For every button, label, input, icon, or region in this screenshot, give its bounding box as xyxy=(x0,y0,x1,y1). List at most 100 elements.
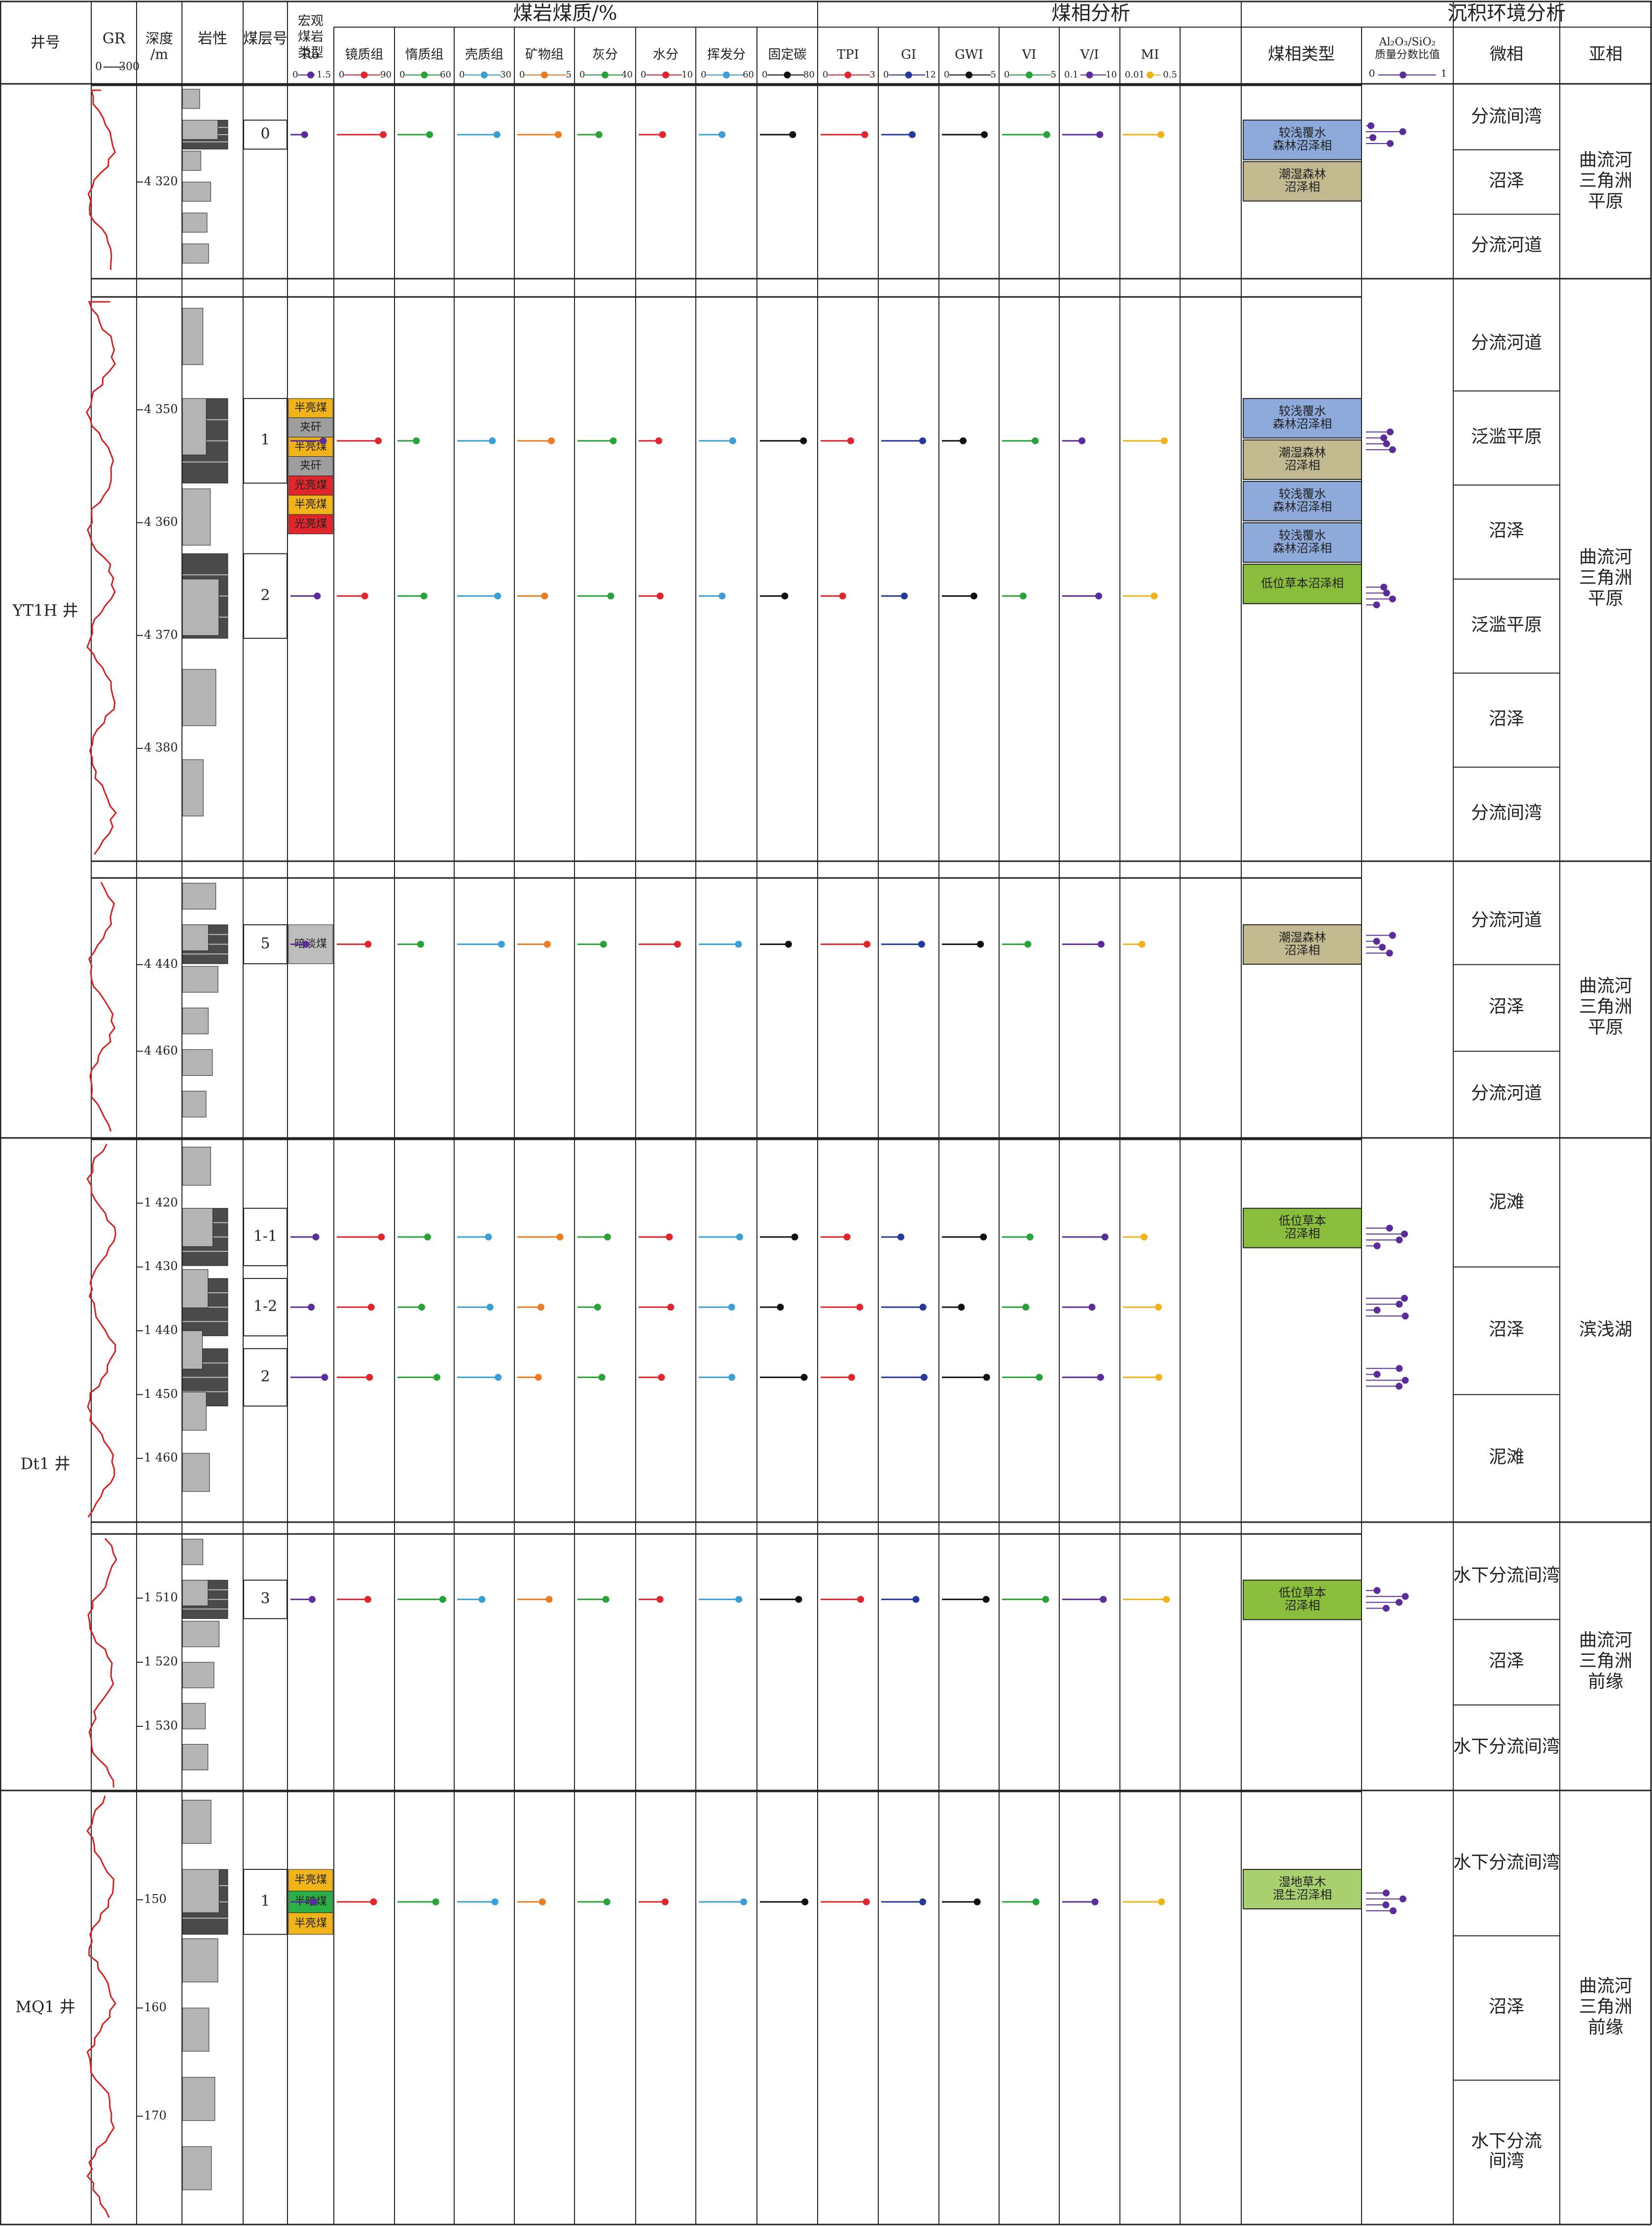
param-value-point xyxy=(495,1374,502,1381)
param-value-point xyxy=(1078,437,1086,444)
facies-box xyxy=(1243,1869,1362,1910)
sub-facies-label: 曲流河 xyxy=(1579,150,1632,170)
header-group-quality: 煤岩煤质/% xyxy=(513,2,617,25)
sub-facies-label: 三角洲 xyxy=(1579,171,1632,191)
facies-box xyxy=(1243,522,1362,563)
sub-facies-label: 平原 xyxy=(1588,191,1623,212)
well-label: YT1H 井 xyxy=(12,601,78,620)
ratio-point xyxy=(1382,1889,1390,1897)
sand-bed xyxy=(182,1049,213,1076)
param-value-point xyxy=(919,1304,927,1311)
param-scale-marker xyxy=(481,72,488,78)
facies-box xyxy=(1243,439,1362,480)
ratio-point xyxy=(1379,944,1386,951)
seam-label: 1 xyxy=(260,1893,270,1910)
facies-label: 森林沼泽相 xyxy=(1273,500,1332,513)
param-max-13: 10 xyxy=(1106,70,1117,80)
param-value-point xyxy=(839,592,846,600)
param-value-point xyxy=(603,1898,611,1905)
param-value-point xyxy=(1088,1304,1096,1311)
param-scale-marker xyxy=(1086,72,1093,78)
param-value-point xyxy=(920,1374,928,1381)
facies-label: 低位草本 xyxy=(1279,1214,1326,1228)
gr-curve xyxy=(86,1143,117,1518)
sand-bed xyxy=(182,398,207,455)
param-max-12: 5 xyxy=(1051,70,1056,80)
seam-box xyxy=(243,924,287,964)
macro-label: 夹矸 xyxy=(300,421,322,434)
macro-block xyxy=(288,417,333,438)
param-value-point xyxy=(1022,1304,1030,1311)
param-value-point xyxy=(417,941,424,948)
macro-block xyxy=(288,514,333,534)
depth-label: 1 450 xyxy=(144,1387,178,1401)
param-value-point xyxy=(320,437,327,444)
depth-label: 1 440 xyxy=(144,1323,178,1337)
header-param-11: GWI xyxy=(955,47,983,62)
header-sub-facies: 亚相 xyxy=(1589,44,1622,64)
param-value-point xyxy=(439,1596,446,1603)
param-value-point xyxy=(595,131,603,138)
param-value-point xyxy=(1101,1233,1109,1241)
sub-facies-label: 曲流河 xyxy=(1579,976,1632,996)
param-min-7: 0 xyxy=(701,70,706,80)
facies-label: 沼泽相 xyxy=(1285,943,1320,957)
seam-label: 2 xyxy=(260,1368,270,1385)
param-value-point xyxy=(801,1898,809,1905)
ratio-point xyxy=(1380,434,1388,441)
micro-facies-label: 分流河道 xyxy=(1471,235,1542,255)
header-gr: GR xyxy=(103,30,126,47)
header-param-12: VI xyxy=(1021,47,1036,62)
header-group-environment: 沉积环境分析 xyxy=(1447,2,1566,25)
param-value-point xyxy=(594,1304,601,1311)
param-value-point xyxy=(367,1304,375,1311)
param-value-point xyxy=(843,1233,851,1241)
sand-bed xyxy=(182,1800,212,1844)
param-value-point xyxy=(1043,131,1050,138)
param-value-point xyxy=(785,941,792,948)
ratio-point xyxy=(1373,938,1380,945)
sand-bed xyxy=(182,308,204,365)
ratio-point xyxy=(1399,1895,1406,1902)
header-ratio-1: Al₂O₃/SiO₂ xyxy=(1379,36,1436,48)
param-max-0: 1.5 xyxy=(317,70,331,80)
param-value-point xyxy=(970,592,977,600)
param-value-point xyxy=(312,1233,320,1241)
seam-box xyxy=(243,398,287,484)
sand-bed xyxy=(182,1391,207,1431)
header-param-10: GI xyxy=(901,47,916,62)
sand-bed xyxy=(182,1744,209,1770)
param-scale-marker xyxy=(966,72,972,78)
sand-bed xyxy=(182,883,216,910)
macro-label: 光亮煤 xyxy=(294,518,327,530)
macro-block xyxy=(288,1912,333,1935)
param-value-point xyxy=(861,131,868,138)
sand-bed xyxy=(182,488,211,546)
depth-label: 4 380 xyxy=(144,741,178,755)
facies-label: 沼泽相 xyxy=(1285,180,1320,194)
param-value-point xyxy=(900,592,908,600)
param-scale-marker xyxy=(421,72,428,78)
param-value-point xyxy=(897,1233,904,1241)
param-value-point xyxy=(598,1374,606,1381)
sand-bed xyxy=(182,1869,219,1913)
param-scale-marker xyxy=(1147,72,1153,78)
depth-label: 1 460 xyxy=(144,1451,178,1464)
micro-facies-label: 水下分流间湾 xyxy=(1453,1852,1560,1872)
sand-bed xyxy=(182,1938,218,1982)
param-value-point xyxy=(655,437,662,444)
param-min-14: 0.01 xyxy=(1125,70,1145,80)
facies-box xyxy=(1243,480,1362,521)
header-group-facies: 煤相分析 xyxy=(1051,2,1130,25)
header-macro-1: 宏观 xyxy=(298,14,323,29)
param-value-point xyxy=(1097,1374,1104,1381)
param-value-point xyxy=(791,1233,798,1241)
header-param-8: 固定碳 xyxy=(768,47,806,62)
param-value-point xyxy=(308,1304,315,1311)
param-value-point xyxy=(1042,1596,1049,1603)
facies-box xyxy=(1243,924,1362,965)
param-value-point xyxy=(777,1304,784,1311)
micro-facies-label: 分流河道 xyxy=(1471,332,1542,353)
header-depth: 深度 xyxy=(145,31,173,47)
sand-bed xyxy=(182,1147,211,1186)
